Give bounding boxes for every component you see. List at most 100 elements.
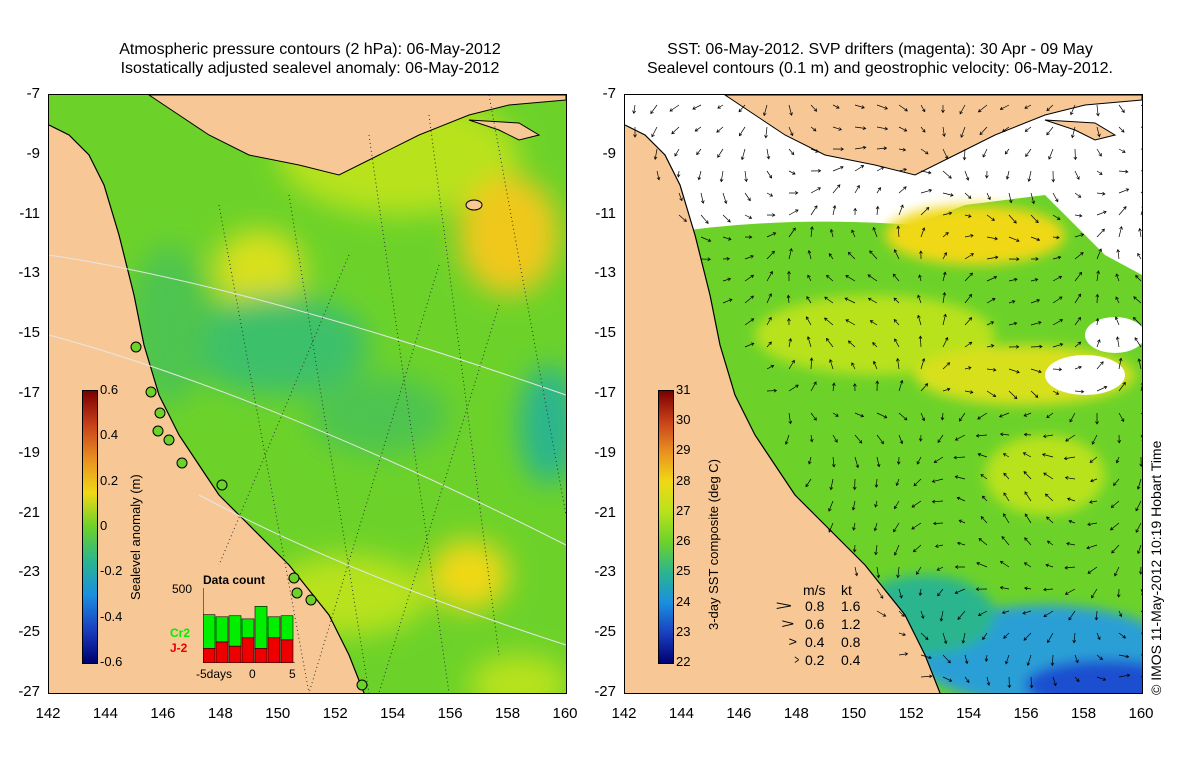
velocity-arrow	[738, 126, 746, 137]
velocity-arrow	[977, 412, 988, 420]
velocity-arrow	[876, 588, 884, 599]
velocity-arrow	[898, 652, 909, 656]
velocity-legend-arrow: >	[794, 652, 800, 667]
velocity-arrow	[824, 317, 834, 326]
velocity-arrow	[940, 412, 945, 421]
y-axis-label: -21	[18, 503, 40, 521]
velocity-arrow	[1096, 385, 1108, 392]
velocity-arrow	[1051, 170, 1056, 183]
left-map-title: Atmospheric pressure contours (2 hPa): 0…	[40, 40, 580, 78]
velocity-arrow	[957, 610, 966, 620]
y-axis-label: -15	[594, 324, 616, 342]
data-count-bar-cr2	[241, 618, 255, 639]
velocity-arrow	[942, 232, 949, 238]
right-map-title: SST: 06-May-2012. SVP drifters (magenta)…	[600, 40, 1160, 78]
velocity-arrow	[1023, 412, 1032, 417]
sst-colorbar	[658, 390, 674, 664]
velocity-arrow	[1002, 453, 1010, 458]
y-axis-label: -25	[18, 623, 40, 641]
x-axis-label: 158	[495, 705, 521, 722]
velocity-arrow	[954, 588, 966, 594]
velocity-arrow	[920, 148, 929, 155]
velocity-arrow	[1074, 271, 1083, 282]
velocity-arrow	[956, 541, 966, 546]
copyright-text: © IMOS 11-May-2012 10:19 Hobart Time	[1148, 440, 1164, 695]
velocity-arrow	[696, 148, 702, 156]
velocity-arrow	[986, 192, 991, 201]
velocity-arrow	[744, 342, 755, 348]
velocity-arrow	[633, 126, 637, 138]
velocity-arrow	[832, 126, 843, 131]
velocity-arrow	[986, 368, 997, 372]
velocity-arrow	[920, 207, 930, 216]
velocity-arrow	[898, 147, 907, 152]
velocity-arrow	[805, 478, 812, 488]
velocity-arrow	[806, 336, 812, 348]
velocity-arrow	[1063, 456, 1076, 461]
velocity-arrow	[1030, 390, 1039, 398]
velocity-arrow	[1074, 213, 1083, 218]
velocity-arrow	[847, 340, 856, 348]
velocity-arrow	[762, 104, 768, 117]
velocity-arrow	[1090, 478, 1098, 483]
velocity-arrow	[700, 257, 711, 262]
velocity-arrow	[832, 434, 838, 443]
y-axis-label: -17	[18, 384, 40, 401]
velocity-arrow	[832, 184, 841, 194]
velocity-arrow	[942, 313, 947, 326]
velocity-arrow	[1138, 227, 1142, 238]
data-count-bar-cr2	[267, 616, 281, 639]
colorbar-tick-label: 0.6	[100, 382, 119, 397]
velocity-arrow	[828, 253, 834, 260]
velocity-arrow	[1116, 588, 1121, 598]
velocity-arrow	[1096, 361, 1104, 370]
sealevel-colorbar-title: Sealevel anomaly (m)	[128, 474, 143, 600]
velocity-arrow	[898, 186, 907, 194]
velocity-arrow	[1135, 500, 1142, 512]
velocity-arrow	[958, 519, 966, 524]
velocity-arrow	[1110, 522, 1120, 531]
velocity-arrow	[872, 226, 878, 238]
colorbar-tick-label: 30	[676, 412, 691, 428]
velocity-arrow	[1096, 210, 1107, 216]
velocity-arrow	[806, 296, 812, 304]
velocity-arrow	[766, 270, 773, 282]
velocity-arrow	[964, 272, 973, 282]
velocity-arrow	[1008, 390, 1018, 400]
data-count-bar-j2	[254, 647, 268, 663]
velocity-arrow	[1089, 456, 1098, 463]
velocity-arrow	[744, 255, 754, 260]
velocity-arrow	[960, 126, 966, 138]
velocity-arrow	[1048, 148, 1054, 160]
velocity-arrow	[894, 500, 900, 510]
velocity-arrow	[917, 294, 922, 304]
velocity-arrow	[1096, 654, 1103, 661]
velocity-arrow	[999, 432, 1010, 437]
velocity-arrow	[964, 317, 973, 326]
velocity-arrow	[1138, 566, 1142, 575]
velocity-arrow	[853, 207, 858, 216]
velocity-arrow	[1064, 565, 1076, 570]
data-count-bar-cr2	[215, 616, 229, 643]
velocity-arrow	[898, 104, 908, 112]
velocity-arrow	[832, 205, 837, 216]
velocity-arrow	[1064, 476, 1076, 480]
velocity-arrow	[893, 544, 900, 556]
velocity-arrow	[981, 495, 988, 502]
velocity-arrow	[986, 214, 995, 221]
velocity-legend-ms: 0.2	[805, 652, 825, 668]
left-title-line1: Atmospheric pressure contours (2 hPa): 0…	[119, 41, 501, 58]
y-axis-label: -13	[594, 264, 616, 282]
velocity-arrow	[1114, 566, 1120, 577]
velocity-arrow	[1096, 228, 1105, 238]
velocity-arrow	[1139, 456, 1142, 468]
velocity-arrow	[831, 382, 836, 392]
velocity-arrow	[1096, 632, 1101, 641]
velocity-arrow	[964, 366, 972, 370]
velocity-arrow	[826, 274, 834, 282]
velocity-arrow	[932, 521, 944, 526]
velocity-arrow	[854, 456, 860, 469]
velocity-arrow	[740, 148, 746, 161]
velocity-arrow	[650, 104, 658, 115]
velocity-legend-ms: 0.6	[805, 616, 825, 632]
